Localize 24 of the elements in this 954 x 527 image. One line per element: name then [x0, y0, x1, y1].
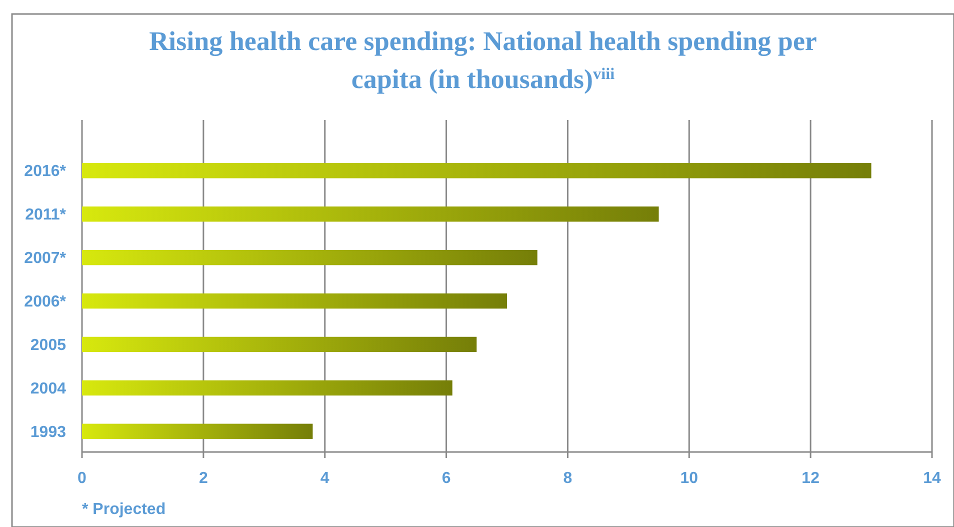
y-tick-label: 1993: [30, 424, 66, 441]
bar: [82, 380, 452, 396]
x-tick-label: 14: [923, 470, 941, 487]
bar: [82, 424, 313, 439]
x-tick-label: 0: [78, 470, 87, 487]
bar: [82, 336, 477, 352]
y-tick-label: 2016*: [24, 163, 67, 180]
x-tick-label: 12: [802, 470, 820, 487]
y-tick-label: 2004: [30, 380, 66, 398]
x-tick-label: 4: [320, 470, 330, 487]
x-tick-label: 8: [563, 470, 572, 487]
bar: [82, 206, 659, 222]
x-tick-label: 6: [442, 470, 451, 487]
x-tick-label: 2: [198, 470, 208, 487]
text: * Projected: [82, 501, 166, 518]
y-tick-label: 2005: [30, 337, 66, 354]
y-tick-label: 2006*: [24, 294, 67, 311]
bar: [82, 163, 872, 178]
x-tick-label: 10: [680, 470, 698, 487]
y-tick-label: 2007*: [24, 250, 67, 268]
bar: [82, 250, 538, 266]
chart-title: Rising health care spending: National health spending per capita (in thousands)$^{viii}$: [149, 26, 817, 94]
bar: [82, 293, 507, 309]
y-tick-label: 2011*: [25, 206, 67, 224]
